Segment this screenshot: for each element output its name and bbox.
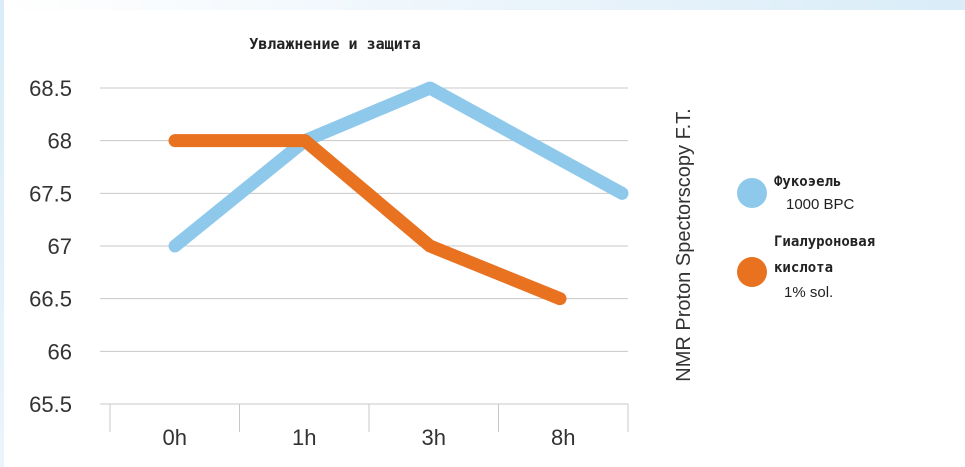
y-tick-label: 67.5 (29, 181, 72, 206)
legend-label-hyaluronic-line3: 1% sol. (784, 284, 833, 301)
legend-label-hyaluronic-line1: Гиалуроновая (774, 234, 875, 250)
x-axis: 0h 1h 3h 8h (109, 403, 629, 450)
series-line-0 (168, 81, 629, 253)
y-axis-ticks: 68.5 68 67.5 67 66.5 66 65.5 (29, 76, 72, 417)
y-tick-label: 66.5 (29, 287, 72, 312)
series-lines (168, 81, 629, 306)
legend-marker-fucoxel (737, 178, 767, 208)
legend-marker-hyaluronic (737, 257, 767, 287)
legend-label-fucoxel-line1: Фукоэель (774, 174, 841, 190)
top-decorative-band (0, 0, 965, 10)
series-line-1 (168, 134, 567, 306)
left-decorative-border (0, 0, 4, 467)
x-tick-label: 3h (422, 425, 446, 450)
y-tick-label: 65.5 (29, 392, 72, 417)
y-tick-label: 68.5 (29, 76, 72, 101)
y-axis-label: NMR Proton Spectorscopy F.T. (673, 108, 695, 381)
chart-title: Увлажнение и защита (249, 35, 421, 53)
legend-label-fucoxel-line2: 1000 BPC (786, 196, 855, 213)
y-tick-label: 66 (48, 339, 72, 364)
legend-label-hyaluronic-line2: кислота (774, 260, 833, 276)
x-tick-label: 1h (292, 425, 316, 450)
x-tick-label: 8h (551, 425, 575, 450)
x-tick-label: 0h (163, 425, 187, 450)
legend: Фукоэель 1000 BPC Гиалуроновая кислота 1… (737, 174, 875, 301)
y-tick-label: 68 (48, 129, 72, 154)
y-tick-label: 67 (48, 234, 72, 259)
